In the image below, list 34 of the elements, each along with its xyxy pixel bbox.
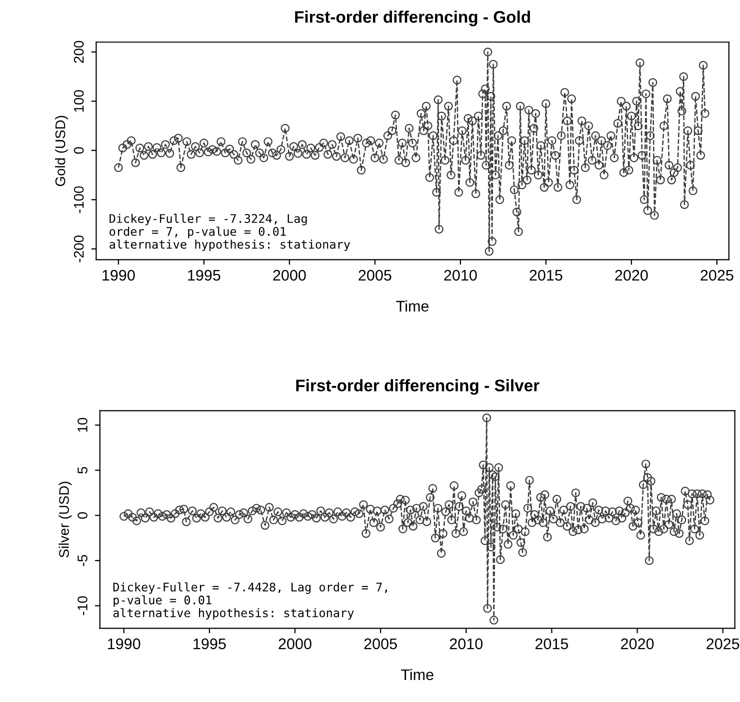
chart-title: First-order differencing - Silver [296, 379, 540, 395]
chart-title: First-order differencing - Gold [295, 10, 530, 26]
x-tick-label: 1995 [188, 270, 220, 281]
x-tick-label: 1990 [108, 638, 140, 650]
y-axis-title: Silver (USD) [58, 482, 72, 558]
x-tick-label: 2015 [530, 270, 562, 281]
x-tick-label: 1990 [102, 270, 135, 281]
x-tick-label: 2005 [364, 638, 397, 650]
x-tick-label: 2000 [278, 638, 312, 650]
annotation: Dickey-Fuller = -7.4428, Lag order = 7, p-value = 0.01 alternative hypothesis: stationary [113, 582, 388, 620]
y-tick-label: 5 [78, 466, 88, 474]
x-tick-label: 1995 [194, 638, 226, 650]
x-axis-title: Time [396, 300, 429, 312]
y-tick-label: 0 [74, 147, 84, 154]
x-tick-label: 2025 [700, 270, 734, 281]
x-tick-label: 2010 [450, 638, 483, 650]
x-tick-label: 2020 [615, 270, 648, 281]
y-tick-label: 100 [74, 90, 84, 112]
x-tick-label: 2015 [535, 638, 568, 650]
y-tick-label: 10 [78, 418, 88, 432]
x-tick-label: 2000 [273, 270, 306, 281]
x-tick-label: 2005 [358, 270, 392, 281]
x-tick-label: 2025 [706, 638, 740, 650]
y-tick-label: 200 [74, 40, 84, 63]
y-tick-label: -100 [74, 186, 84, 213]
annotation: Dickey-Fuller = -7.3224, Lag order = 7, p-value = 0.01 alternative hypothesis: stationary [110, 214, 350, 252]
y-axis-title: Gold (USD) [55, 116, 68, 186]
y-tick-label: -200 [74, 236, 84, 262]
y-tick-label: -10 [78, 596, 88, 616]
x-tick-label: 2010 [444, 270, 477, 281]
y-tick-label: 0 [78, 512, 88, 519]
x-tick-label: 2020 [621, 638, 654, 650]
y-tick-label: -5 [78, 554, 88, 566]
x-axis-title: Time [401, 668, 434, 680]
